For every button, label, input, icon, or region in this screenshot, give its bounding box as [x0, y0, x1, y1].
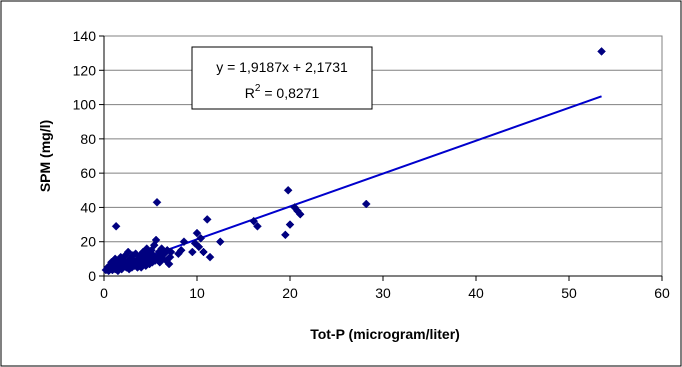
equation-text: y = 1,9187x + 2,1731 — [216, 59, 348, 75]
trendline-equation-box: y = 1,9187x + 2,1731 R2 = 0,8271 — [191, 46, 373, 110]
data-point — [215, 237, 225, 247]
r-squared-superscript: 2 — [255, 83, 261, 94]
tick-labels: 0 20 40 60 80 100 120 140 0 10 20 30 40 50 60 — [73, 28, 670, 301]
data-point — [166, 247, 176, 257]
data-point — [202, 215, 212, 224]
equation-box — [191, 46, 373, 110]
data-point — [597, 47, 606, 56]
axes — [99, 35, 663, 281]
data-point — [194, 242, 204, 252]
data-point — [179, 237, 189, 247]
data-points — [101, 47, 606, 276]
y-tick-label: 80 — [80, 131, 96, 147]
data-point — [192, 228, 202, 238]
r-squared-prefix: R — [245, 85, 255, 101]
y-tick-label: 40 — [80, 199, 96, 215]
y-tick-label: 0 — [88, 268, 96, 284]
x-tick-label: 30 — [375, 285, 391, 301]
y-axis-label: SPM (mg/l) — [37, 120, 53, 192]
plot-area — [103, 35, 663, 277]
x-tick-label: 50 — [561, 285, 577, 301]
data-point — [249, 216, 259, 226]
data-point — [361, 199, 371, 209]
data-point — [196, 233, 206, 243]
data-point — [111, 221, 121, 231]
x-tick-label: 10 — [189, 285, 205, 301]
y-tick-label: 140 — [73, 28, 97, 44]
x-tick-label: 20 — [282, 285, 298, 301]
data-point — [187, 247, 197, 257]
r-squared-value: = 0,8271 — [260, 85, 319, 101]
trendline-group — [105, 95, 602, 273]
x-axis-label: Tot-P (microgram/liter) — [310, 326, 460, 342]
x-tick-label: 40 — [468, 285, 484, 301]
y-tick-label: 20 — [80, 234, 96, 250]
y-tick-label: 60 — [80, 165, 96, 181]
data-point — [176, 245, 186, 255]
data-point — [285, 220, 295, 229]
x-tick-label: 0 — [100, 285, 108, 301]
data-point — [199, 247, 208, 257]
trendline — [105, 95, 602, 273]
x-tick-label: 60 — [654, 285, 670, 301]
y-tick-label: 120 — [73, 62, 97, 78]
data-point — [295, 209, 305, 219]
data-point — [253, 221, 262, 231]
data-point — [152, 197, 162, 207]
y-tick-label: 100 — [73, 97, 97, 113]
r-squared-text: R2 = 0,8271 — [245, 83, 320, 101]
data-point — [280, 230, 290, 240]
data-point — [151, 235, 161, 245]
data-point — [164, 259, 174, 269]
data-point — [205, 252, 215, 262]
data-point — [283, 185, 293, 195]
